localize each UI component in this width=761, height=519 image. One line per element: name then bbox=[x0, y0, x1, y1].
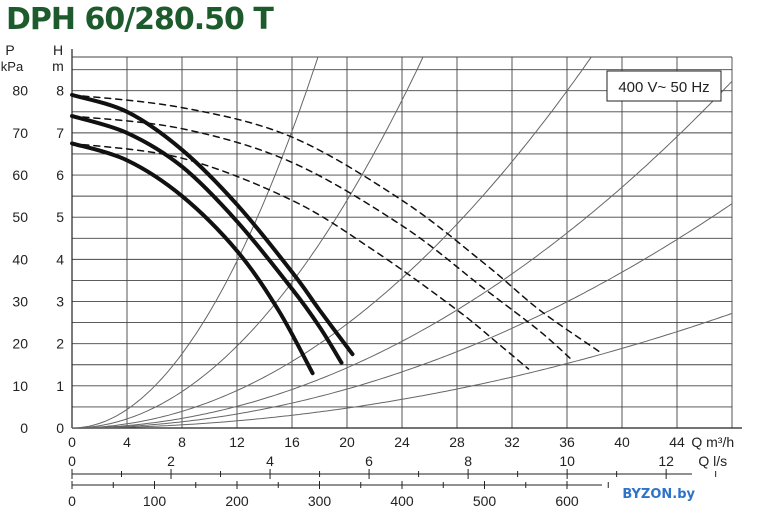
x-tick-label-third: 400 bbox=[390, 493, 414, 509]
watermark-logo: BYZON.by bbox=[622, 487, 695, 502]
y-axis-label-h: H bbox=[53, 42, 63, 58]
voltage-annotation: 400 V~ 50 Hz bbox=[618, 79, 709, 96]
x-tick-label-third: 200 bbox=[225, 493, 249, 509]
x-tick-label-ls: 2 bbox=[167, 453, 175, 469]
y-tick-label-h: 8 bbox=[56, 83, 64, 99]
x-axis-label-ls: Q l/s bbox=[698, 453, 727, 469]
x-tick-label-m3h: 4 bbox=[123, 434, 131, 450]
system-curve bbox=[72, 57, 424, 428]
y-tick-label-p: 20 bbox=[12, 336, 28, 352]
pump-curve-solid-2 bbox=[70, 141, 315, 376]
y-tick-label-p: 60 bbox=[12, 167, 28, 183]
x-tick-label-third: 100 bbox=[143, 493, 167, 509]
pump-curve-dashed-5 bbox=[71, 142, 530, 370]
system-curve bbox=[72, 57, 319, 428]
y-tick-label-h: 3 bbox=[56, 294, 64, 310]
x-tick-label-third: 300 bbox=[308, 493, 332, 509]
y-tick-label-p: 50 bbox=[12, 209, 28, 225]
x-axis-label-m3h: Q m³/h bbox=[691, 434, 734, 450]
y-tick-label-h: 7 bbox=[56, 125, 64, 141]
x-tick-label-m3h: 0 bbox=[68, 434, 76, 450]
y-tick-label-p: 80 bbox=[12, 83, 28, 99]
system-curve bbox=[72, 312, 732, 428]
system-curve bbox=[72, 203, 732, 428]
system-curves-group bbox=[72, 57, 732, 428]
x-tick-label-ls: 0 bbox=[68, 453, 76, 469]
pump-curve-dashed-4 bbox=[71, 115, 574, 362]
y-tick-label-p: 70 bbox=[12, 125, 28, 141]
x-tick-label-m3h: 16 bbox=[284, 434, 300, 450]
x-tick-label-m3h: 40 bbox=[614, 434, 630, 450]
y-tick-label-h: 2 bbox=[56, 336, 64, 352]
x-tick-label-third: 500 bbox=[473, 493, 497, 509]
y-tick-label-p: 10 bbox=[12, 378, 28, 394]
pump-curve-solid-1 bbox=[70, 114, 344, 365]
x-tick-label-ls: 4 bbox=[266, 453, 274, 469]
x-tick-label-third: 600 bbox=[555, 493, 579, 509]
y-axis-unit-h: m bbox=[52, 58, 64, 74]
y-tick-label-h: 0 bbox=[56, 420, 64, 436]
y-tick-label-h: 1 bbox=[56, 378, 64, 394]
x-tick-label-ls: 6 bbox=[365, 453, 373, 469]
y-axis-unit-p: kPa bbox=[1, 59, 24, 74]
y-tick-label-p: 40 bbox=[12, 251, 28, 267]
x-tick-label-ls: 12 bbox=[658, 453, 674, 469]
y-tick-label-p: 0 bbox=[20, 420, 28, 436]
y-axis-label-p: P bbox=[5, 42, 14, 58]
x-tick-label-m3h: 44 bbox=[669, 434, 685, 450]
x-tick-label-ls: 10 bbox=[559, 453, 575, 469]
x-tick-label-m3h: 12 bbox=[229, 434, 245, 450]
x-tick-label-ls: 8 bbox=[464, 453, 472, 469]
x-tick-label-m3h: 20 bbox=[339, 434, 355, 450]
x-tick-label-m3h: 24 bbox=[394, 434, 410, 450]
pump-curve-dashed-3 bbox=[71, 94, 601, 353]
y-tick-label-h: 4 bbox=[56, 251, 64, 267]
x-tick-label-m3h: 32 bbox=[504, 434, 520, 450]
x-tick-label-m3h: 36 bbox=[559, 434, 575, 450]
y-tick-label-h: 5 bbox=[56, 209, 64, 225]
pump-curve-solid-0 bbox=[70, 92, 355, 357]
x-tick-label-third: 0 bbox=[68, 493, 76, 509]
system-curve bbox=[72, 57, 592, 428]
voltage-annotation-box bbox=[606, 70, 722, 102]
system-curve bbox=[72, 80, 732, 428]
chart-title: DPH 60/280.50 T bbox=[6, 2, 274, 37]
y-tick-label-p: 30 bbox=[12, 294, 28, 310]
x-tick-label-m3h: 8 bbox=[178, 434, 186, 450]
y-tick-label-h: 6 bbox=[56, 167, 64, 183]
x-tick-label-m3h: 28 bbox=[449, 434, 465, 450]
